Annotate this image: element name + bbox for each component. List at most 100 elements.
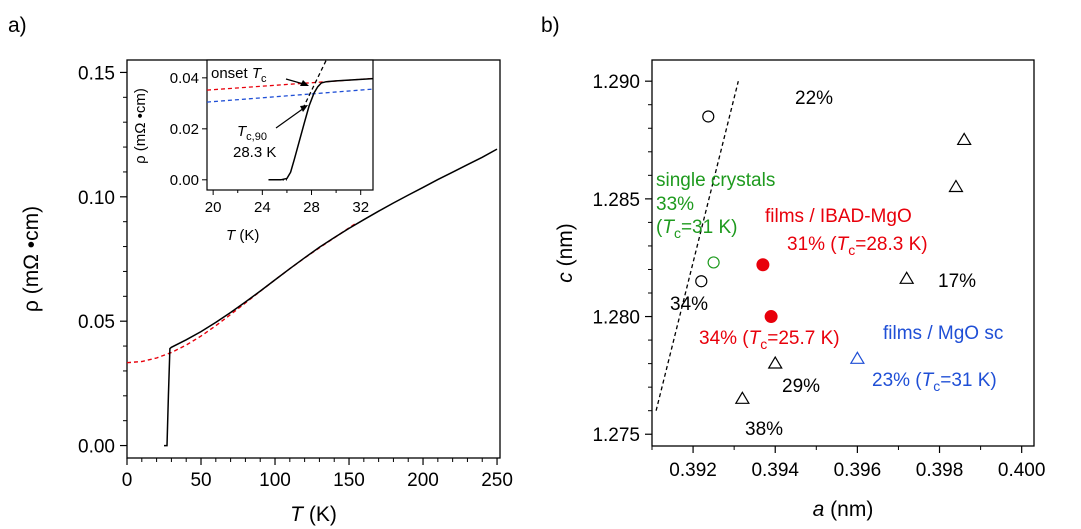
x-tick-label: 0.400 xyxy=(998,460,1046,481)
variable: c xyxy=(554,272,577,283)
x-tick-label: 50 xyxy=(190,470,211,491)
y-tick-label: 0.15 xyxy=(78,63,115,84)
x-axis-label: T (K) xyxy=(290,503,337,526)
y-tick-label: 1.280 xyxy=(592,308,640,329)
onset-arrowhead xyxy=(300,80,309,86)
x-axis-label: a (nm) xyxy=(813,498,874,521)
variable: T xyxy=(922,370,935,391)
text-part: 34% ( xyxy=(699,328,749,349)
tc90-value: 28.3 K xyxy=(233,144,276,161)
variable: a xyxy=(813,498,825,521)
filled-circle-point xyxy=(756,258,770,272)
open-triangle-point xyxy=(956,132,972,146)
panel-a: a) 0 50 100 150 200 250 0.00 0.05 0.10 0.15 T (K) ρ … xyxy=(8,14,513,526)
label-single-crystals: single crystals xyxy=(656,170,775,191)
filled-circle-point xyxy=(764,310,778,324)
subscript: c xyxy=(760,336,767,352)
text-part: (K) xyxy=(235,227,259,244)
label-single-crystals-pct: 33% xyxy=(656,194,694,215)
open-circle-point xyxy=(707,256,720,269)
label-17pct: 17% xyxy=(938,271,976,292)
variable: T xyxy=(662,217,675,238)
text-part: 31% ( xyxy=(787,234,837,255)
inset-x-tick-label: 24 xyxy=(254,199,271,216)
variable: T xyxy=(226,227,237,244)
text-part: =25.7 K) xyxy=(767,328,839,349)
y-tick-label: 0.00 xyxy=(78,437,115,458)
tc90-arrowhead xyxy=(300,105,308,112)
text-part: =31 K) xyxy=(940,370,997,391)
panel-b: b) 0.392 0.394 0.396 0.398 0.400 1.275 1.280 1.2… xyxy=(541,14,1045,521)
label-29pct: 29% xyxy=(782,376,820,397)
label-38pct: 38% xyxy=(745,419,783,440)
label-22pct: 22% xyxy=(795,88,833,109)
label-34pct: 34% xyxy=(670,294,708,315)
label-ibad-31pct: 31% (Tc​=28.3 K) xyxy=(787,234,928,258)
label-mgo-23pct: 23% (Tc​=31 K) xyxy=(872,370,997,394)
label-films-ibad: films / IBAD-MgO xyxy=(765,206,912,227)
inset-y-tick-label: 0.02 xyxy=(170,121,199,138)
x-tick-label: 0.396 xyxy=(834,460,882,481)
open-triangle-point xyxy=(849,351,865,364)
inset-y-axis-label: ρ (mΩ •cm) xyxy=(132,88,149,164)
open-triangle-point xyxy=(734,391,750,404)
open-circle-point xyxy=(702,110,715,123)
subscript: c xyxy=(674,225,681,241)
x-tick-label: 0.394 xyxy=(751,460,799,481)
variable: T xyxy=(290,503,305,526)
subscript: c xyxy=(848,242,855,258)
open-triangle-point xyxy=(948,179,964,193)
inset-slope-line xyxy=(302,60,327,109)
inset-x-tick-label: 32 xyxy=(352,199,369,216)
text-part: (nm) xyxy=(554,223,577,272)
plot-frame xyxy=(651,59,1035,447)
y-tick-label: 0.10 xyxy=(78,188,115,209)
open-circle-point xyxy=(695,275,708,288)
x-tick-label: 150 xyxy=(333,470,365,491)
variable: T xyxy=(237,123,248,140)
inset-y-tick-label: 0.00 xyxy=(170,172,199,189)
x-tick-label: 0.398 xyxy=(916,460,964,481)
text-part: ( xyxy=(656,217,663,238)
inset-x-axis-label: T (K) xyxy=(226,227,259,244)
inset-series xyxy=(207,60,373,181)
panel-label: b) xyxy=(541,14,560,37)
open-triangle-point xyxy=(767,355,783,369)
text-part: onset xyxy=(211,65,252,82)
inset-y-tick-label: 0.04 xyxy=(170,70,199,87)
inset-x-tick-label: 20 xyxy=(205,199,222,216)
onset-tc-label: onset Tc​ xyxy=(211,65,267,85)
label-films-mgo-sc: films / MgO sc xyxy=(883,323,1003,344)
subscript: c,90 xyxy=(246,131,267,143)
text-part: (nm) xyxy=(824,498,873,521)
y-axis-label: ρ (mΩ •cm) xyxy=(20,206,43,312)
open-triangle-point xyxy=(899,271,915,284)
x-tick-label: 0 xyxy=(122,470,133,491)
variable: T xyxy=(749,328,762,349)
x-tick-label: 200 xyxy=(407,470,439,491)
variable: T xyxy=(837,234,850,255)
x-tick-label: 0.392 xyxy=(669,460,717,481)
y-tick-label: 1.275 xyxy=(592,425,640,446)
x-tick-label: 250 xyxy=(481,470,513,491)
tc90-arrow xyxy=(275,107,305,129)
inset-transition-curve xyxy=(268,77,373,181)
subscript: c xyxy=(261,73,267,85)
inset-frame xyxy=(206,59,374,191)
panel-label: a) xyxy=(8,14,27,37)
y-tick-label: 1.285 xyxy=(592,190,640,211)
text-part: =31 K) xyxy=(681,217,738,238)
text-part: 23% ( xyxy=(872,370,922,391)
variable: T xyxy=(252,65,263,82)
x-tick-label: 100 xyxy=(259,470,291,491)
label-single-crystals-tc: (Tc​=31 K) xyxy=(656,217,737,241)
label-ibad-34pct: 34% (Tc​=25.7 K) xyxy=(699,328,840,352)
inset-x-tick-label: 28 xyxy=(303,199,320,216)
y-tick-label: 0.05 xyxy=(78,312,115,333)
resistivity-curve xyxy=(164,148,498,447)
text-part: (K) xyxy=(303,503,337,526)
tc90-label: Tc,90​ xyxy=(237,123,267,143)
trend-line xyxy=(655,81,739,411)
y-axis-label: c (nm) xyxy=(554,223,577,283)
